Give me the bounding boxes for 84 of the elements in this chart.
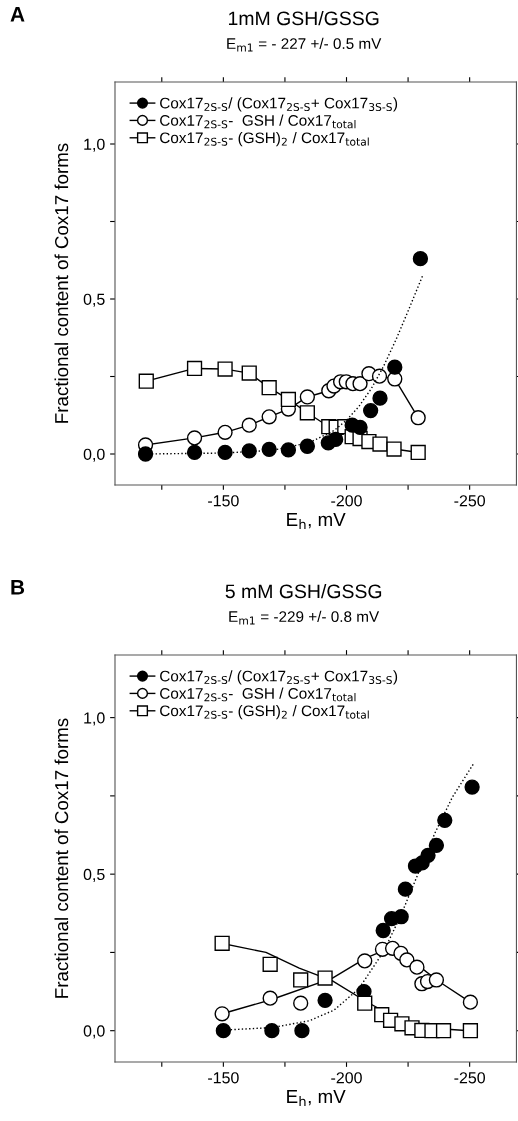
point	[186, 444, 203, 461]
y-tick-label: 0,0	[83, 1025, 105, 1039]
point	[280, 442, 297, 458]
point	[412, 251, 429, 267]
x-tick-label: -150	[208, 1072, 239, 1084]
y-tick-label: 0,0	[83, 448, 105, 462]
point	[387, 359, 403, 375]
point	[241, 417, 257, 433]
point	[410, 410, 426, 426]
point	[437, 812, 453, 828]
point	[262, 990, 278, 1006]
legend-label: Cox17$_{2S-S}$- GSH / Cox17$_{total}$	[160, 114, 356, 129]
point	[393, 909, 409, 925]
point	[352, 375, 368, 392]
point	[241, 365, 257, 381]
legend-label: Cox17$_{2S-S}$- (GSH)$_{2}$ / Cox17$_{total}$	[160, 704, 369, 720]
point	[186, 360, 203, 377]
x-tick-label: -250	[454, 1072, 486, 1084]
point	[217, 444, 233, 461]
point	[357, 995, 373, 1011]
point	[299, 389, 315, 405]
point	[261, 441, 277, 457]
point	[215, 1023, 232, 1039]
x-tick-label: -200	[331, 1072, 362, 1084]
point	[409, 959, 425, 975]
point	[264, 1023, 280, 1039]
point	[138, 373, 154, 389]
point	[328, 431, 344, 448]
point	[280, 391, 297, 408]
point	[372, 436, 388, 452]
point	[410, 444, 426, 461]
point	[293, 972, 309, 988]
point	[294, 1023, 310, 1039]
x-tick-label: -150	[208, 495, 239, 507]
chart-title: 5 mM GSH/GSSG	[225, 583, 382, 599]
point	[186, 430, 203, 446]
point	[386, 441, 402, 457]
point	[317, 970, 333, 986]
x-tick-label: -250	[454, 495, 486, 507]
point	[262, 956, 278, 972]
legend-label: Cox17$_{2S-S}$- (GSH)$_{2}$ / Cox17$_{total}$	[160, 131, 369, 147]
y-tick-label: 1,0	[84, 712, 105, 726]
legend-label: Cox17$_{2S-S}$- GSH / Cox17$_{total}$	[160, 687, 356, 702]
point	[397, 881, 414, 897]
point	[261, 409, 277, 425]
x-tick-label: -200	[331, 495, 362, 507]
point	[462, 1023, 479, 1039]
point	[363, 402, 379, 419]
point	[241, 443, 257, 459]
point	[317, 992, 333, 1008]
legend-label: Cox17$_{2S-S}$/ (Cox17$_{2S-S}$+ Cox17$_{3S-S}$)	[160, 670, 398, 685]
text: B	[11, 580, 25, 595]
point	[435, 1023, 452, 1039]
point	[261, 380, 277, 396]
y-tick-label: 0,5	[83, 293, 105, 307]
chart-subtitle: E$_{m1}$ = - 227 +/- 0.5 mV	[227, 37, 382, 52]
point	[217, 361, 233, 377]
point	[137, 446, 154, 462]
text: A	[10, 7, 25, 22]
point	[462, 994, 479, 1010]
point	[372, 390, 388, 406]
point	[299, 438, 315, 454]
legend-label: Cox17$_{2S-S}$/ (Cox17$_{2S-S}$+ Cox17$_{3S-S}$)	[160, 97, 398, 112]
y-tick-label: 1,0	[84, 138, 105, 152]
point	[214, 1006, 230, 1022]
point	[428, 837, 445, 853]
point	[299, 405, 315, 421]
y-tick-label: 0,5	[83, 868, 105, 882]
point	[371, 368, 388, 384]
point	[357, 953, 373, 969]
point	[352, 419, 368, 435]
point	[375, 922, 391, 939]
point	[428, 972, 445, 988]
point	[214, 935, 230, 951]
chart-title: 1mM GSH/GSSG	[228, 10, 379, 26]
y-axis-title: Fractional content of Cox17 forms	[54, 718, 69, 998]
point	[293, 995, 309, 1011]
x-axis-title: E$_{h}$, mV	[287, 1090, 346, 1107]
point	[420, 847, 436, 864]
x-axis-title: E$_{h}$, mV	[287, 513, 346, 530]
chart-subtitle: E$_{m1}$ = -229 +/- 0.8 mV	[229, 610, 380, 625]
point	[464, 779, 480, 795]
y-axis-title: Fractional content of Cox17 forms	[54, 143, 69, 423]
point	[217, 424, 233, 440]
